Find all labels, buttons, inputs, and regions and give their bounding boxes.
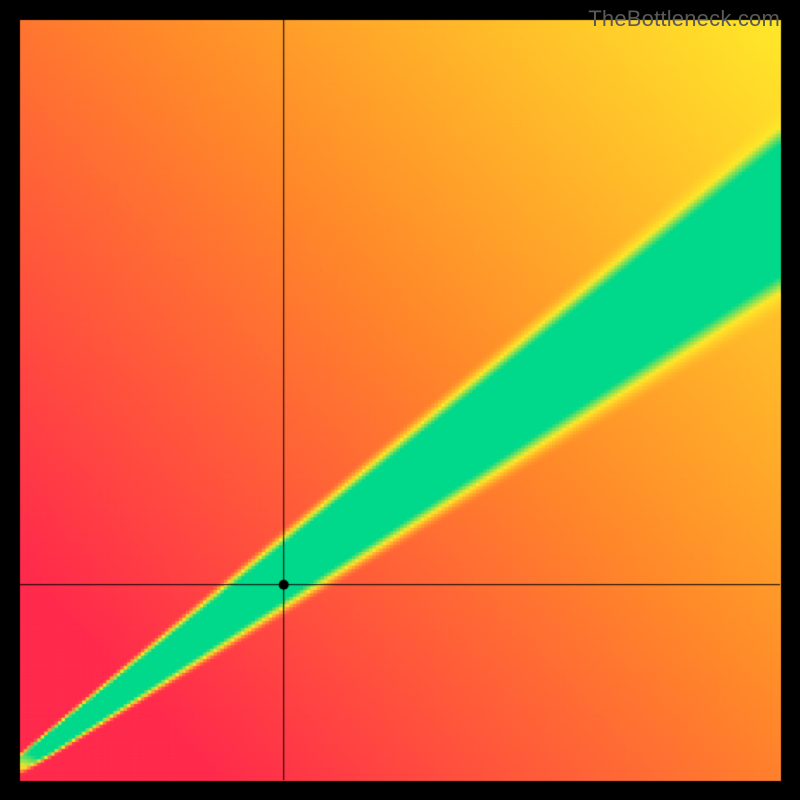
bottleneck-heatmap [0, 0, 800, 800]
chart-container: { "watermark": "TheBottleneck.com", "cha… [0, 0, 800, 800]
watermark-text: TheBottleneck.com [588, 6, 780, 32]
